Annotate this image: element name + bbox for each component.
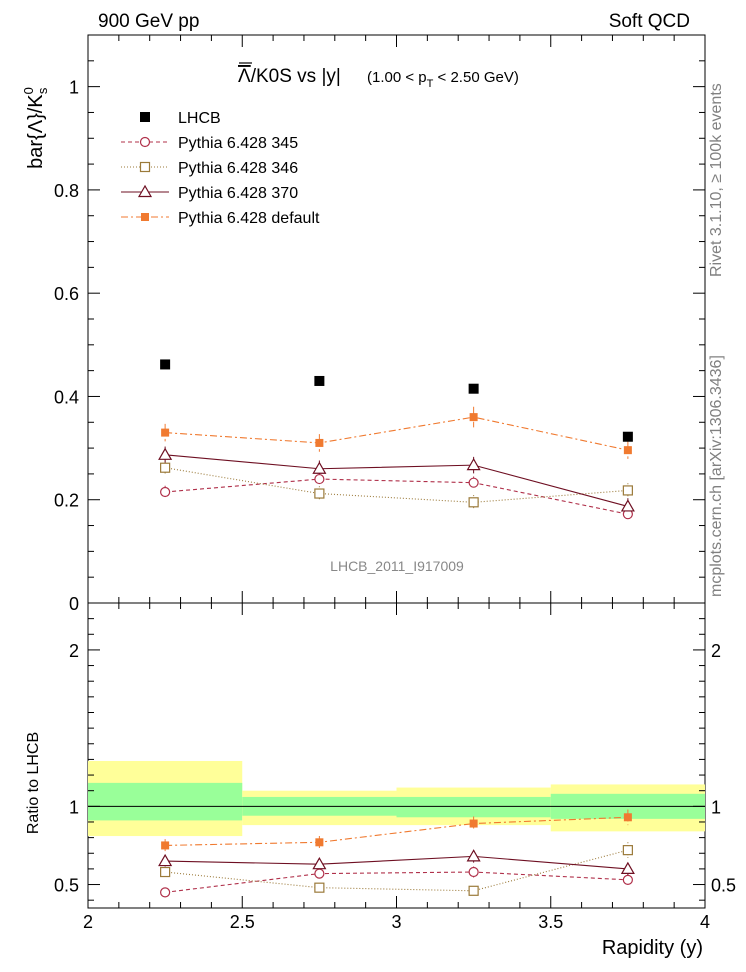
ratio-y-tick-label: 0.5 [54,876,79,896]
axis-ticks [87,34,706,908]
ratio-point-p370 [466,849,481,862]
ratio-point-default [623,813,632,822]
main-point-lhcb [314,375,325,386]
ratio-plot-frame [87,602,706,909]
legend-label-p370: Pythia 6.428 370 [178,185,298,202]
legend: LHCB Pythia 6.428 345 Pythia 6.428 346 Pyth… [121,110,320,227]
ratio-y-tick-label-right: 2 [711,641,721,661]
y-axis-label-main: bar{Λ}/K [25,94,47,169]
ratio-y-tick-label: 1 [69,797,79,817]
legend-label-default: Pythia 6.428 default [178,210,320,227]
y-axis-label-sub: s [35,87,50,94]
plot-title-range-prefix: (1.00 < p [367,69,427,86]
x-tick-label: 4 [700,912,710,932]
plot-title-range-suffix: < 2.50 GeV) [433,69,518,86]
main-point-p345 [468,477,479,488]
main-point-p345 [314,473,325,485]
main-point-p370 [466,457,481,471]
ratio-point-default [161,841,170,850]
main-line-p346 [165,467,628,503]
ratio-point-p345 [160,887,171,898]
ratio-band-inner [396,796,551,818]
main-line-p345 [165,478,628,515]
tick-labels: 2 2.5 3 3.5 4 0 0.2 0.4 0.6 0.8 1 0.5 0.5 1 1 2 2 [54,78,736,932]
main-point-default [315,438,324,447]
x-tick-label: 3 [391,912,401,932]
ratio-line-p346 [165,849,629,892]
legend-label-lhcb: LHCB [178,110,221,127]
ratio-point-p346 [160,866,171,878]
main-point-p346 [314,488,325,499]
series-lines [164,406,629,898]
y-tick-label: 0 [69,594,79,614]
ratio-line-p345 [165,871,628,893]
main-point-p370 [158,447,173,460]
x-axis-label: Rapidity (y) [602,937,703,959]
ratio-y-axis-label: Ratio to LHCB [25,732,42,834]
legend-marker-default [141,213,149,221]
y-tick-label: 0.8 [54,181,79,201]
legend-label-p345: Pythia 6.428 345 [178,135,298,152]
legend-marker-p370 [137,184,153,198]
ratio-point-p345 [314,868,325,879]
main-point-lhcb [468,383,479,394]
main-point-lhcb [160,359,171,370]
main-point-p346 [622,485,633,496]
legend-marker-p346 [139,161,151,173]
ratio-point-p370 [620,861,635,874]
main-point-lhcb [622,431,633,442]
main-point-p370 [620,499,635,512]
main-point-default [623,446,632,455]
ratio-y-tick-label-right: 1 [711,797,721,817]
x-tick-label: 3.5 [538,912,563,932]
legend-marker-lhcb [140,112,150,122]
legend-marker-p345 [139,136,151,148]
header-right: Soft QCD [609,11,690,32]
main-point-p346 [468,497,479,508]
ratio-point-p345 [468,866,479,878]
y-tick-label: 0.4 [54,387,79,407]
x-tick-label: 2.5 [230,912,255,932]
ratio-point-p370 [158,853,173,867]
ratio-line-default [165,816,628,846]
main-point-default [469,413,478,422]
ratio-band-inner [88,782,243,821]
plot-title-bar: Λ [238,66,251,87]
series-markers [158,359,635,898]
main-point-p370 [312,461,327,474]
main-point-p346 [160,462,171,473]
plot-title-range-sub: T [427,78,434,90]
ratio-point-p346 [314,882,325,893]
ratio-point-p370 [312,856,327,870]
y-tick-label: 0.6 [54,284,79,304]
plot-title-range: (1.00 < pT < 2.50 GeV) [367,69,519,90]
y-axis-label-sup: 0 [21,87,36,94]
x-tick-label: 2 [83,912,93,932]
main-point-p345 [160,486,171,498]
header-left: 900 GeV pp [98,11,199,32]
y-tick-label: 1 [69,78,79,98]
ratio-point-default [315,838,324,847]
legend-label-p346: Pythia 6.428 346 [178,160,298,177]
main-point-default [161,428,170,437]
main-line-default [165,416,628,451]
ratio-point-p345 [622,874,633,885]
ratio-line-p370 [165,855,628,870]
plot-title-rest: /K0S vs |y| [251,66,341,87]
ratio-point-p346 [468,885,479,896]
analysis-watermark: LHCB_2011_I917009 [330,558,464,574]
ratio-y-tick-label-right: 0.5 [711,876,736,896]
ratio-point-p346 [622,845,633,856]
ratio-point-default [469,819,478,828]
rivet-label: Rivet 3.1.10, ≥ 100k events [708,83,725,277]
y-tick-label: 0.2 [54,491,79,511]
main-line-p370 [165,454,629,507]
mcplots-label: mcplots.cern.ch [arXiv:1306.3436] [708,355,725,597]
ratio-y-tick-label: 2 [69,641,79,661]
ratio-uncertainty-bands [88,760,705,837]
plot-title: Λ/K0S vs |y| [238,66,341,87]
y-axis-label: bar{Λ}/K0s [21,87,50,169]
